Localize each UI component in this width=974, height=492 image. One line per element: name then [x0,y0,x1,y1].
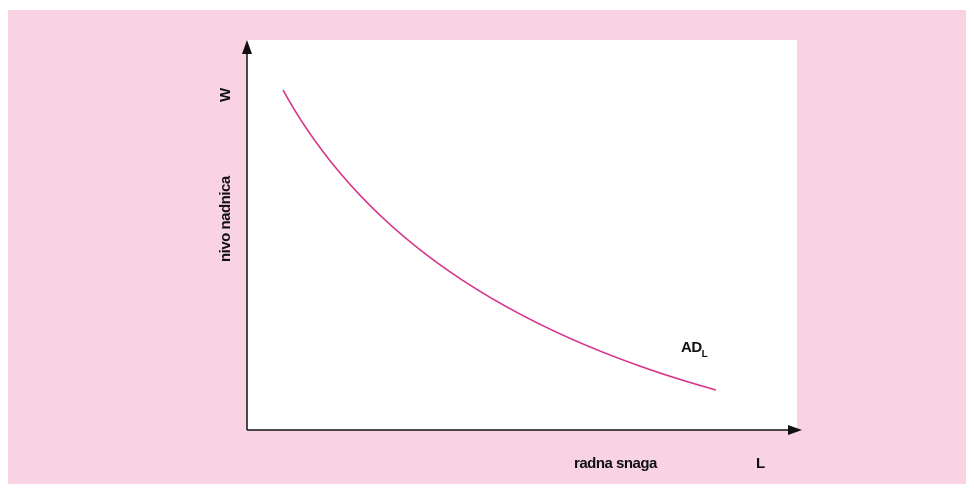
curve-label: ADL [681,339,708,360]
x-axis-label: radna snaga [574,455,658,472]
y-axis-label: nivo nadnica [217,175,234,262]
x-axis-arrow [788,425,802,435]
y-axis-arrow [242,40,252,54]
demand-curve [282,89,717,391]
x-axis-symbol: L [756,455,765,472]
curve-label-main: AD [681,339,702,356]
y-axis-symbol: W [217,87,234,102]
curve-label-subscript: L [702,349,708,360]
plot-area [247,40,797,430]
